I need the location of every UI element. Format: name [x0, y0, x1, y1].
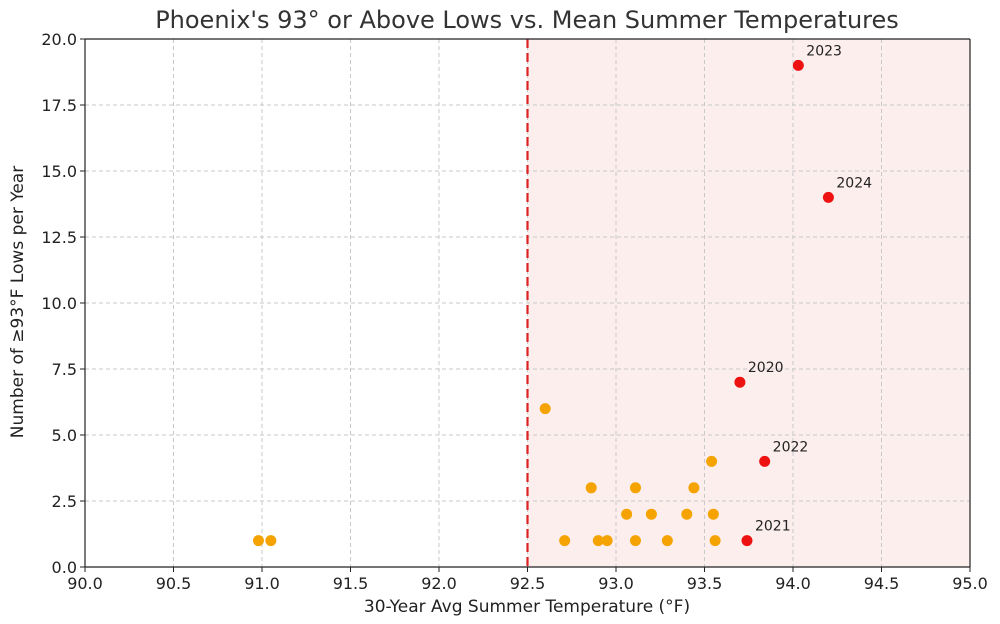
point-label-2021: 2021: [755, 519, 791, 535]
point-s0-3: [559, 535, 571, 547]
point-s1-1: [822, 191, 834, 203]
x-axis-ticks: 90.0 90.5 91.0 91.5 92.0 92.5 93.0 93.5 94.0 94.5…: [67, 567, 988, 593]
x-tick-label-4: 92.0: [421, 574, 457, 593]
x-tick-label-6: 93.0: [598, 574, 634, 593]
point-label-2024: 2024: [836, 175, 872, 191]
y-tick-label-6: 15.0: [41, 162, 77, 181]
y-axis-label: Number of ≥93°F Lows per Year: [8, 166, 28, 438]
y-axis-ticks: 0.0 2.5 5.0 7.5 10.0 12.5 15.0 17.5 20.0: [41, 30, 85, 577]
y-tick-label-8: 20.0: [41, 30, 77, 49]
point-s0-2: [539, 403, 551, 415]
y-tick-label-7: 17.5: [41, 96, 77, 115]
y-tick-label-1: 2.5: [52, 492, 77, 511]
point-s0-1: [265, 535, 277, 547]
y-tick-label-0: 0.0: [52, 558, 77, 577]
data-points: 2023 2024 2020 2022 2021: [252, 43, 872, 547]
point-s0-7: [621, 508, 633, 520]
y-tick-label-2: 5.0: [52, 426, 77, 445]
y-tick-label-3: 7.5: [52, 360, 77, 379]
x-tick-label-5: 92.5: [510, 574, 546, 593]
point-s1-0: [792, 59, 804, 71]
point-s0-16: [709, 535, 721, 547]
x-tick-label-7: 93.5: [687, 574, 723, 593]
hot-region-shading: [527, 39, 970, 567]
point-s0-5: [592, 535, 604, 547]
point-label-2023: 2023: [806, 43, 842, 59]
point-label-2022: 2022: [773, 439, 809, 455]
point-s0-8: [629, 482, 641, 494]
point-s0-11: [661, 535, 673, 547]
point-s0-12: [681, 508, 693, 520]
chart-title: Phoenix's 93° or Above Lows vs. Mean Sum…: [155, 6, 899, 34]
point-s1-3: [759, 455, 771, 467]
x-tick-label-8: 94.0: [775, 574, 811, 593]
y-tick-label-5: 12.5: [41, 228, 77, 247]
point-s0-14: [706, 455, 718, 467]
point-s0-10: [645, 508, 657, 520]
point-s0-0: [252, 535, 264, 547]
x-tick-label-1: 90.5: [156, 574, 192, 593]
x-tick-label-10: 95.0: [952, 574, 988, 593]
x-tick-label-0: 90.0: [67, 574, 103, 593]
axes: [84, 38, 971, 568]
point-s1-4: [741, 535, 753, 547]
x-axis-label: 30-Year Avg Summer Temperature (°F): [364, 597, 690, 617]
x-tick-label-9: 94.5: [864, 574, 900, 593]
x-tick-label-2: 91.0: [244, 574, 280, 593]
point-s0-13: [688, 482, 700, 494]
point-s0-6: [601, 535, 613, 547]
point-label-2020: 2020: [748, 360, 784, 376]
point-s1-2: [734, 376, 746, 388]
point-s0-4: [585, 482, 597, 494]
y-tick-label-4: 10.0: [41, 294, 77, 313]
x-tick-label-3: 91.5: [333, 574, 369, 593]
point-s0-15: [707, 508, 719, 520]
point-s0-9: [629, 535, 641, 547]
